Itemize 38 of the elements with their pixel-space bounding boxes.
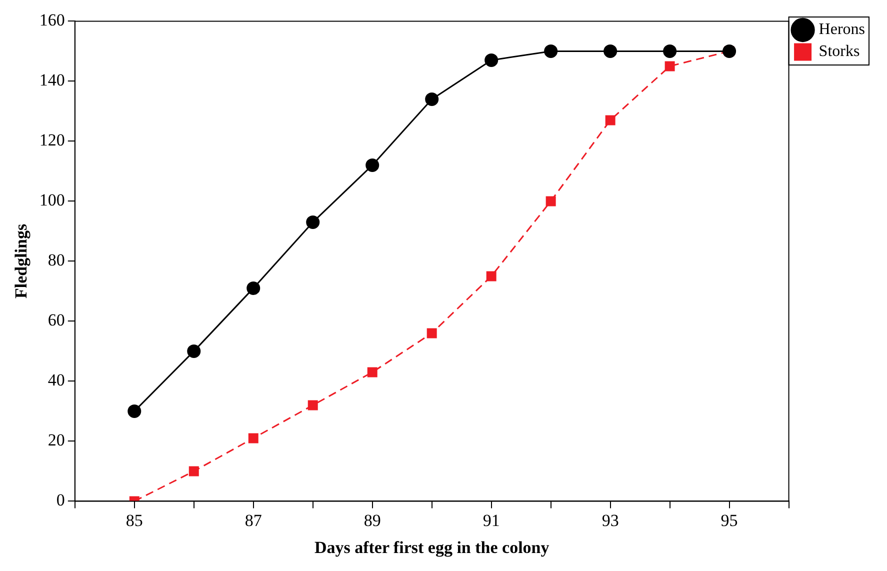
point [663,44,677,58]
point [308,400,318,410]
x-tick-label: 85 [126,510,143,530]
point [604,44,618,58]
point [248,433,258,444]
y-tick-label: 60 [48,310,65,330]
legend-label: Storks [818,43,860,60]
point [246,281,260,295]
point [366,158,380,172]
point [546,196,556,206]
y-tick-label: 20 [48,430,65,450]
x-tick-label: 87 [244,510,262,530]
x-tick-label: 91 [482,510,500,530]
y-tick-label: 160 [39,10,65,30]
y-tick-label: 120 [39,130,65,150]
point [426,328,437,338]
point [664,61,675,72]
point [425,92,439,106]
y-tick-label: 40 [48,370,65,390]
y-tick-label: 100 [39,190,65,210]
y-tick-label: 0 [56,490,65,510]
point [128,404,142,418]
x-tick-label: 95 [720,510,738,530]
x-tick-label: 89 [364,510,381,530]
legend-label: Herons [818,21,866,38]
y-tick-label: 140 [39,70,65,90]
point [188,466,199,476]
y-axis-title: Fledglings [12,224,31,299]
x-axis-title: Days after first egg in the colony [314,538,550,558]
point [544,44,558,58]
point [306,215,320,229]
point [605,115,616,126]
x-tick-label: 93 [602,510,619,530]
point [187,344,201,358]
point [367,367,378,378]
y-tick-label: 80 [48,250,65,270]
point [484,53,498,67]
point [486,271,496,282]
